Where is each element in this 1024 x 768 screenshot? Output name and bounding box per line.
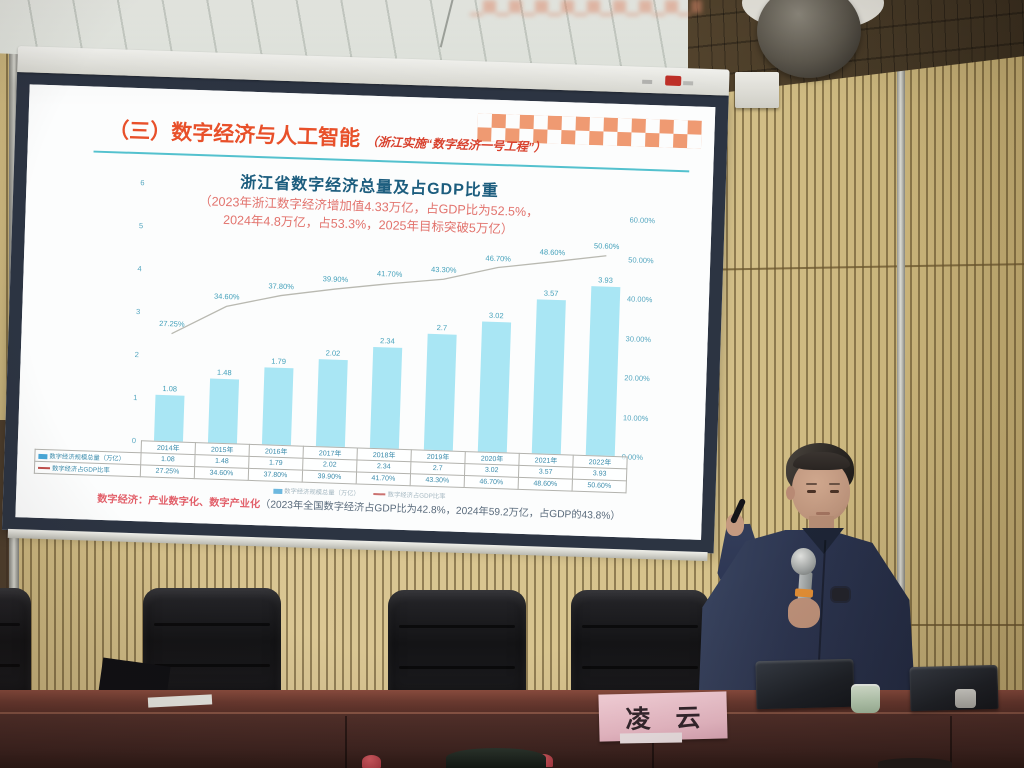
bar-2020年 bbox=[477, 321, 511, 453]
percent-label: 43.30% bbox=[430, 264, 457, 275]
audience-head bbox=[446, 748, 546, 768]
percent-label: 39.90% bbox=[322, 274, 349, 285]
series-name: 数字经济占GDP比率 bbox=[51, 465, 110, 475]
rostrum-desk-edge bbox=[0, 712, 1024, 715]
presenter-mouth bbox=[816, 512, 830, 515]
projection-screen: （三）数字经济与人工智能 （浙江实施“数字经济一号工程”） 浙江省数字经济总量及占… bbox=[1, 46, 730, 554]
desk-panel-seam bbox=[950, 716, 952, 768]
y-axis-tick: 4 bbox=[137, 264, 142, 274]
microphone-band bbox=[794, 588, 814, 598]
bar-2019年 bbox=[423, 333, 457, 451]
microphone-head bbox=[791, 548, 816, 575]
left-wall-corner-shadow bbox=[0, 420, 9, 714]
bar-value-label: 3.57 bbox=[543, 289, 559, 299]
y-axis-tick: 5 bbox=[138, 221, 144, 231]
secondary-axis-tick: 20.00% bbox=[624, 373, 650, 384]
secondary-axis-tick: 10.00% bbox=[622, 412, 649, 423]
bar-2022年 bbox=[585, 286, 620, 456]
y-axis-tick: 3 bbox=[135, 307, 141, 317]
desk-panel-seam bbox=[345, 716, 347, 768]
slide-canvas: （三）数字经济与人工智能 （浙江实施“数字经济一号工程”） 浙江省数字经济总量及占… bbox=[15, 84, 716, 540]
screen-bezel: （三）数字经济与人工智能 （浙江实施“数字经济一号工程”） 浙江省数字经济总量及占… bbox=[1, 71, 729, 554]
secondary-axis-tick: 30.00% bbox=[625, 333, 652, 344]
teacup bbox=[851, 684, 880, 713]
office-chair bbox=[571, 590, 709, 708]
audience-bottle-cap bbox=[362, 755, 381, 768]
laptop bbox=[755, 658, 855, 710]
bar-value-label: 3.93 bbox=[598, 275, 614, 285]
office-chair bbox=[388, 590, 526, 708]
presenter-eye bbox=[807, 490, 816, 493]
line-legend-swatch bbox=[373, 493, 386, 496]
laptop bbox=[909, 664, 999, 712]
screen-brand-logo bbox=[665, 75, 682, 87]
percent-label: 37.80% bbox=[268, 281, 295, 291]
percent-label: 48.60% bbox=[539, 247, 566, 258]
presenter-right-hand bbox=[788, 598, 820, 628]
small-card bbox=[619, 732, 683, 744]
wristwatch bbox=[832, 588, 849, 601]
bar-2015年 bbox=[207, 378, 239, 444]
bar-value-label: 3.02 bbox=[488, 310, 504, 321]
bar-legend-swatch bbox=[273, 488, 283, 494]
percent-label: 50.60% bbox=[593, 241, 620, 252]
bar-2018年 bbox=[369, 347, 402, 449]
y-axis-tick: 2 bbox=[134, 350, 139, 360]
bar-value-label: 2.02 bbox=[325, 348, 341, 358]
secondary-axis-tick: 50.00% bbox=[628, 254, 654, 265]
wall-mounted-box bbox=[735, 72, 779, 108]
bar-legend-swatch bbox=[38, 453, 48, 460]
secondary-axis-tick: 40.00% bbox=[626, 294, 653, 305]
percent-label: 46.70% bbox=[485, 253, 512, 263]
bar-2016年 bbox=[261, 367, 293, 446]
audience-head bbox=[878, 758, 952, 768]
percent-label: 27.25% bbox=[159, 319, 185, 330]
right-wall-metal-trim bbox=[897, 58, 905, 708]
percent-label: 34.60% bbox=[213, 291, 240, 302]
bar-2017年 bbox=[315, 359, 348, 448]
ceiling-dome-speaker bbox=[757, 0, 861, 78]
bar-value-label: 2.7 bbox=[436, 322, 448, 333]
bar-value-label: 1.08 bbox=[162, 383, 178, 394]
presenter-eye bbox=[830, 490, 839, 493]
office-chair bbox=[0, 588, 31, 706]
secondary-axis-tick: 60.00% bbox=[629, 215, 656, 226]
cup bbox=[955, 689, 976, 708]
bar-2021年 bbox=[531, 299, 566, 455]
y-axis-tick: 1 bbox=[133, 393, 138, 403]
bar-value-label: 2.34 bbox=[379, 336, 395, 347]
line-legend-swatch bbox=[37, 467, 51, 470]
percent-label: 41.70% bbox=[376, 269, 403, 280]
bar-value-label: 1.79 bbox=[271, 356, 287, 367]
bar-2014年 bbox=[153, 394, 185, 442]
ceiling-red-reflection bbox=[470, 0, 702, 16]
y-axis-tick: 6 bbox=[140, 178, 145, 188]
bar-value-label: 1.48 bbox=[216, 368, 232, 378]
presenter-hair-fringe bbox=[793, 452, 850, 470]
presenter-ear bbox=[786, 486, 795, 500]
